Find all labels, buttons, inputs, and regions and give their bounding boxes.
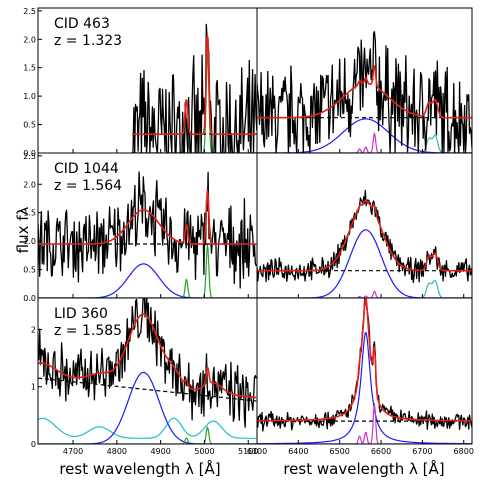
x-tick-label: 4700 bbox=[63, 447, 83, 456]
x-tick-label: 6600 bbox=[371, 447, 391, 456]
object-id-label: CID 1044 bbox=[54, 161, 119, 177]
y-tick-label: 1.0 bbox=[23, 92, 36, 101]
iron-template-line bbox=[38, 417, 257, 439]
x-tick-label: 6500 bbox=[330, 447, 350, 456]
x-tick-label: 6300 bbox=[247, 447, 267, 456]
object-id-label: LID 360 bbox=[54, 306, 108, 322]
total-model-line bbox=[257, 65, 472, 119]
y-tick-label: 1.5 bbox=[23, 64, 36, 73]
y-tick-label: 0 bbox=[31, 440, 36, 449]
x-tick-label: 5000 bbox=[194, 447, 214, 456]
narrow-line-component bbox=[257, 132, 472, 153]
y-tick-label: 1 bbox=[31, 383, 36, 392]
observed-spectrum-line bbox=[257, 31, 472, 153]
broad-line-component bbox=[38, 263, 257, 298]
y-tick-label: 0.5 bbox=[23, 266, 36, 275]
x-tick-label: 6700 bbox=[412, 447, 432, 456]
y-tick-label: 2.0 bbox=[23, 180, 36, 189]
plot-area bbox=[38, 171, 257, 298]
object-id-label: CID 463 bbox=[54, 16, 110, 32]
y-tick-label: 2.0 bbox=[23, 35, 36, 44]
y-tick-label: 2.5 bbox=[23, 7, 36, 16]
total-model-line bbox=[257, 199, 472, 272]
y-tick-label: 0.0 bbox=[23, 149, 36, 158]
y-tick-label: 1.0 bbox=[23, 237, 36, 246]
x-tick-label: 4900 bbox=[150, 447, 170, 456]
panel-lid-360-halpha: 6300 6400 6500 6600 6700 6800 bbox=[247, 297, 474, 456]
plot-area bbox=[38, 298, 257, 444]
narrow-line-component bbox=[257, 290, 472, 298]
total-model-line bbox=[257, 298, 472, 422]
total-model-line bbox=[132, 35, 257, 135]
y-tick-label: 2 bbox=[31, 325, 36, 334]
x-axis-title-right: rest wavelength λ [Å] bbox=[283, 459, 444, 478]
plot-area bbox=[131, 23, 257, 153]
broad-line-component bbox=[38, 371, 257, 444]
iron-template-line bbox=[257, 134, 472, 153]
panel-cid-1044-halpha bbox=[256, 152, 473, 299]
y-axis-title: flux fλ bbox=[14, 207, 32, 254]
x-tick-label: 5100 bbox=[238, 447, 258, 456]
redshift-label: z = 1.585 bbox=[54, 323, 122, 339]
y-tick-label: 1.5 bbox=[23, 209, 36, 218]
narrow-line-component bbox=[38, 244, 257, 298]
x-tick-label: 6400 bbox=[288, 447, 308, 456]
total-model-line bbox=[38, 189, 257, 245]
plot-area bbox=[257, 298, 472, 444]
y-tick-label: 0.0 bbox=[23, 294, 36, 303]
y-tick-label: 2.5 bbox=[23, 152, 36, 161]
broad-line-component bbox=[257, 332, 472, 444]
plot-area bbox=[257, 31, 472, 153]
x-axis-title-left: rest wavelength λ [Å] bbox=[59, 459, 220, 478]
redshift-label: z = 1.564 bbox=[54, 178, 122, 194]
y-tick-label: 0.5 bbox=[23, 121, 36, 130]
total-model-line bbox=[38, 313, 257, 399]
panel-cid-463-halpha bbox=[256, 7, 473, 154]
broad-line-component bbox=[257, 229, 472, 298]
x-tick-label: 4800 bbox=[107, 447, 127, 456]
x-tick-label: 6800 bbox=[454, 447, 474, 456]
redshift-label: z = 1.323 bbox=[54, 33, 122, 49]
plot-area bbox=[257, 189, 472, 298]
panel-frame bbox=[256, 297, 473, 445]
iron-template-line bbox=[257, 279, 472, 298]
narrow-line-component bbox=[257, 403, 472, 444]
continuum-line bbox=[38, 377, 257, 402]
observed-spectrum-line bbox=[38, 171, 257, 289]
panel-frame bbox=[256, 152, 473, 299]
